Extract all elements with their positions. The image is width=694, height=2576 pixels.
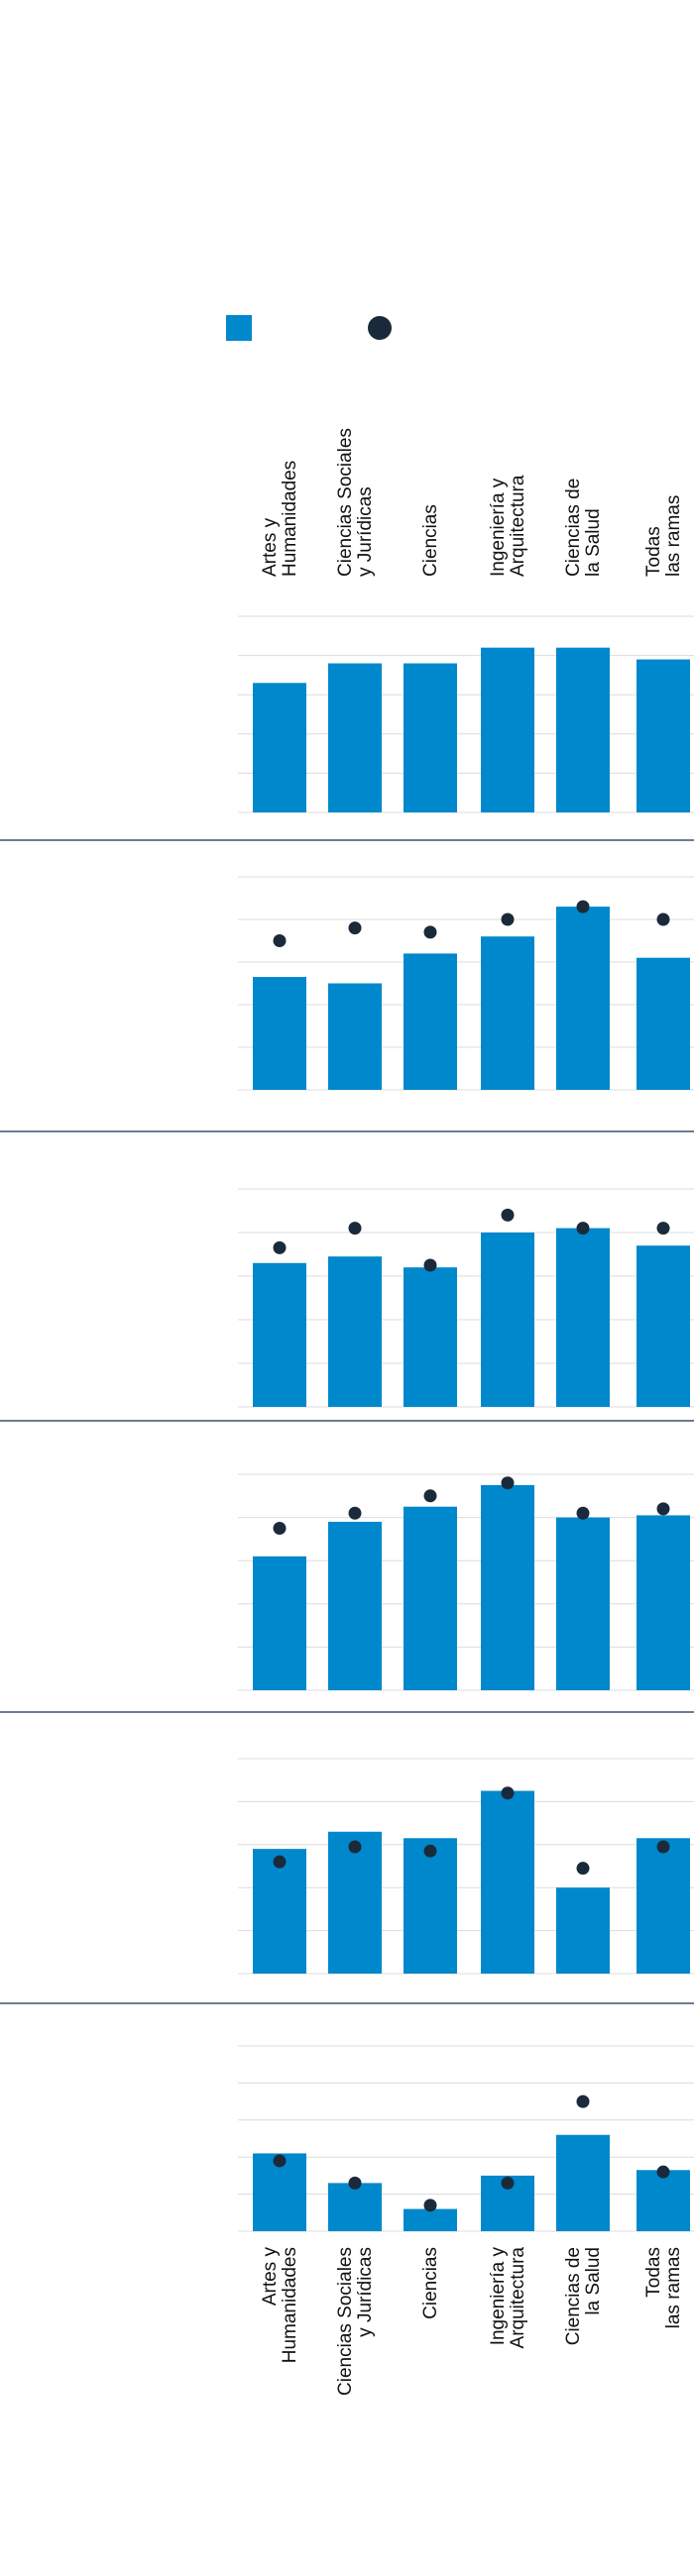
dot-marker (273, 934, 287, 947)
chart-panel-3 (0, 1188, 694, 1422)
dot-marker (501, 1476, 515, 1490)
bar (328, 1831, 382, 1974)
bar (556, 1228, 610, 1407)
chart-panel-6 (238, 2045, 694, 2232)
bar (404, 663, 457, 812)
category-label: Ciencias (420, 2247, 441, 2319)
category-label: la Salud (583, 508, 604, 577)
chart-panel-2 (0, 876, 694, 1132)
bar (481, 647, 534, 812)
bar (556, 2134, 610, 2231)
bar (253, 683, 306, 812)
category-label: Ciencias de (563, 2247, 584, 2345)
chart-panel-1 (0, 615, 694, 841)
bar (636, 1515, 690, 1690)
chart-panel-5 (0, 1758, 694, 2004)
bar (636, 2170, 690, 2231)
dot-marker (273, 1855, 287, 1869)
dot-marker (656, 1502, 670, 1516)
category-label: Humanidades (280, 461, 300, 577)
dot-marker (348, 1840, 362, 1854)
bar (253, 1262, 306, 1407)
category-label: Todas (643, 2247, 664, 2298)
bar (481, 1484, 534, 1690)
dot-marker (501, 1208, 515, 1222)
dot-marker (423, 1489, 437, 1503)
dot-marker (423, 2199, 437, 2212)
dot-marker (501, 912, 515, 926)
category-label: Ciencias de (563, 479, 584, 577)
category-label: y Jurídicas (355, 2247, 376, 2337)
bar (404, 2208, 457, 2231)
bar (253, 1849, 306, 1974)
dot-marker (273, 1522, 287, 1535)
bar (328, 663, 382, 812)
dot-marker (576, 2094, 590, 2108)
dot-marker (576, 1222, 590, 1235)
dot-marker (656, 1222, 670, 1235)
chart-panels (0, 615, 694, 2232)
dot-marker (656, 2165, 670, 2179)
dot-marker (656, 1840, 670, 1854)
dot-marker (348, 1506, 362, 1520)
dot-marker (501, 1786, 515, 1800)
category-label: Artes y (260, 2247, 281, 2307)
dot-marker (348, 1222, 362, 1235)
bar (481, 936, 534, 1090)
category-label: la Salud (583, 2247, 604, 2315)
dot-marker (348, 921, 362, 935)
bottom-category-labels: Artes y Humanidades Ciencias Sociales y Jur… (260, 2247, 684, 2396)
category-label: y Jurídicas (355, 486, 376, 577)
category-label: las ramas (663, 2247, 684, 2328)
category-label: Arquitectura (508, 2247, 528, 2349)
bar (481, 1233, 534, 1407)
category-label: Ingeniería y (488, 478, 509, 577)
dot-marker (576, 900, 590, 913)
bar (328, 1256, 382, 1407)
bar (328, 1521, 382, 1690)
bar (253, 1556, 306, 1690)
bar (404, 1838, 457, 1974)
bar (404, 953, 457, 1090)
category-label: Artes y (260, 517, 281, 577)
dot-marker (501, 2176, 515, 2190)
dot-marker (423, 1258, 437, 1272)
bar (556, 1517, 610, 1690)
chart-panel-4 (0, 1473, 694, 1713)
category-label: Todas (643, 526, 664, 577)
dot-marker (656, 912, 670, 926)
bar (404, 1267, 457, 1407)
category-label: las ramas (663, 495, 684, 577)
bar (481, 1790, 534, 1974)
bar (556, 907, 610, 1090)
legend-dot-swatch (368, 316, 392, 340)
bar (328, 2183, 382, 2231)
legend (226, 315, 392, 341)
dot-marker (423, 925, 437, 939)
bar (253, 977, 306, 1090)
bar (556, 1887, 610, 1974)
category-label: Humanidades (280, 2247, 300, 2363)
dot-marker (273, 1240, 287, 1254)
bar (328, 983, 382, 1090)
dot-marker (348, 2176, 362, 2190)
category-label: Ciencias Sociales (335, 2247, 356, 2396)
category-label: Ingeniería y (488, 2247, 509, 2346)
bar (404, 1506, 457, 1690)
category-label: Ciencias Sociales (335, 428, 356, 577)
legend-bar-swatch (226, 315, 252, 341)
dot-marker (576, 1506, 590, 1520)
category-label: Arquitectura (508, 475, 528, 577)
bar (556, 647, 610, 812)
bar (636, 1838, 690, 1974)
bar (636, 659, 690, 812)
dot-marker (576, 1862, 590, 1876)
bar (636, 1245, 690, 1407)
dot-marker (423, 1844, 437, 1858)
bar (636, 957, 690, 1090)
top-category-labels: Artes y Humanidades Ciencias Sociales y Jur… (260, 428, 684, 577)
dot-marker (273, 2154, 287, 2168)
category-label: Ciencias (420, 504, 441, 577)
